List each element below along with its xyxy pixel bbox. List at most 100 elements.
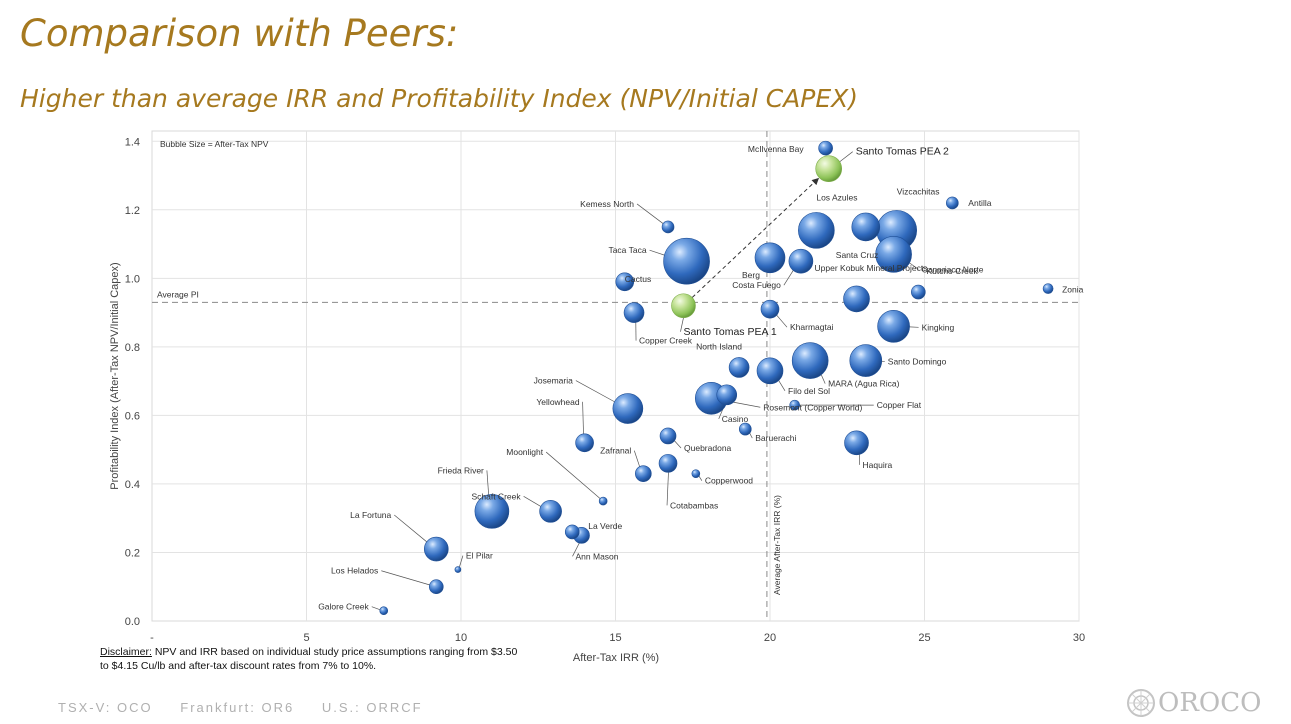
bubble-cactus	[615, 272, 635, 292]
bubble-canariaco-norte	[875, 236, 912, 273]
point-label: Ann Mason	[576, 551, 619, 561]
point-label: Kharmagtai	[790, 322, 834, 332]
point-label: Antilla	[968, 198, 991, 208]
bubble-galore-creek	[379, 606, 389, 616]
bubble-la-verde	[564, 524, 580, 540]
point-label: Vizcachitas	[897, 186, 940, 196]
improvement-arrow	[691, 177, 820, 298]
bubble-santo-tomas-pea-1	[671, 293, 696, 319]
point-label: Copperwood	[705, 476, 753, 486]
bubble-baruerachi	[738, 422, 752, 436]
bubbles	[379, 140, 1054, 616]
bubble-filo-del-sol	[756, 357, 784, 385]
ticker-us: U.S.: ORRCF	[321, 700, 423, 715]
point-label: Berg	[742, 270, 760, 280]
ticker-tsx: TSX-V: OCO	[58, 700, 153, 715]
point-label: Galore Creek	[318, 602, 369, 612]
point-label: Yellowhead	[536, 397, 579, 407]
point-label: Santo Tomas PEA 2	[856, 146, 949, 158]
point-label: Copper Creek	[639, 336, 693, 346]
bubble-kutcho-creek	[911, 284, 926, 300]
point-label: North Island	[696, 341, 742, 351]
leader-line	[381, 570, 430, 586]
point-label: MARA (Agua Rica)	[828, 379, 899, 389]
leader-line	[459, 555, 464, 568]
page-subtitle: Higher than average IRR and Profitabilit…	[20, 84, 859, 113]
leader-line	[394, 514, 427, 543]
bubble-berg	[754, 242, 786, 274]
leader-line	[839, 151, 853, 163]
y-tick-label: 0.0	[125, 616, 140, 628]
point-label: Santo Domingo	[888, 357, 947, 367]
leader-line	[698, 475, 703, 481]
leader-line	[666, 472, 669, 506]
bubble-antilla	[946, 196, 959, 210]
y-tick-label: 0.4	[125, 479, 140, 491]
bubble-taca-taca	[663, 237, 710, 285]
leader-line	[371, 606, 381, 611]
leader-line	[572, 542, 580, 557]
point-label: Casino	[722, 414, 749, 424]
point-label: Moonlight	[506, 447, 543, 457]
footer-tickers: TSX-V: OCO Frankfurt: OR6 U.S.: ORRCF	[58, 700, 445, 715]
x-tick-label: 10	[455, 632, 467, 644]
leader-line	[680, 317, 684, 332]
y-tick-label: 1.0	[125, 273, 140, 285]
leader-line	[582, 401, 584, 434]
point-label: Upper Kobuk Mineral Projects	[815, 263, 928, 273]
bubble-upper-kobuk-mineral-projects	[843, 285, 870, 313]
gridlines	[152, 131, 1080, 621]
x-tick-label: -	[150, 632, 154, 644]
bubble-moonlight	[598, 496, 608, 506]
point-label: Josemaria	[534, 376, 573, 386]
bubble-el-pilar	[454, 566, 462, 573]
y-axis-label: Profitability Index (After-Tax NPV/Initi…	[109, 262, 121, 489]
bubble-costa-fuego	[788, 248, 814, 274]
page-title: Comparison with Peers:	[20, 12, 459, 55]
x-tick-label: 5	[303, 632, 309, 644]
leader-line	[820, 374, 826, 384]
point-label: Canariaco Norte	[922, 264, 984, 274]
leader-line	[636, 203, 664, 224]
point-label: Los Azules	[816, 192, 857, 202]
y-tick-label: 0.2	[125, 547, 140, 559]
logo-text: OROCO	[1158, 688, 1262, 718]
point-label: Kemess North	[580, 199, 634, 209]
bubble-zonia	[1042, 283, 1054, 294]
leader-line	[545, 451, 601, 499]
average-irr-label: Average After-Tax IRR (%)	[772, 495, 782, 595]
bubble-josemaria	[612, 393, 644, 424]
bubble-copperwood	[691, 469, 701, 478]
y-tick-label: 1.2	[125, 205, 140, 217]
bubble-copper-flat	[789, 399, 801, 411]
y-tick-label: 0.6	[125, 410, 140, 422]
point-label: McIlvenna Bay	[748, 144, 804, 154]
leader-line	[776, 314, 788, 328]
logo-mark-icon	[1127, 689, 1155, 717]
bubble-frieda-river	[474, 494, 510, 529]
axes: - 5 10 15 20 25 30 0.0 0.2 0.4 0.6 0.8 1.0 1.2 1.4	[125, 136, 1085, 644]
leader-line	[575, 380, 615, 403]
bubble-casino	[716, 384, 738, 406]
average-pi-label: Average PI	[157, 289, 199, 299]
bubble-size-note: Bubble Size = After-Tax NPV	[160, 139, 269, 149]
bubble-kingking	[877, 310, 910, 343]
bubble-kemess-north	[661, 220, 675, 234]
bubble-quebradona	[659, 427, 677, 445]
bubble-haquira	[844, 430, 869, 456]
leader-line	[783, 270, 794, 286]
leader-line	[649, 249, 665, 256]
bubble-yellowhead	[575, 433, 594, 453]
point-label: Frieda River	[438, 465, 484, 475]
leader-lines	[371, 151, 919, 611]
y-tick-label: 0.8	[125, 342, 140, 354]
leader-line	[778, 380, 786, 392]
leader-line	[486, 470, 489, 495]
point-label: El Pilar	[466, 551, 493, 561]
point-label: Kutcho Creek	[926, 266, 978, 276]
bubble-la-fortuna	[423, 536, 449, 562]
point-label: Santo Tomas PEA 1	[683, 326, 776, 338]
point-label: Schaft Creek	[471, 491, 521, 501]
point-labels: Santo Tomas PEA 2 Santo Tomas PEA 1 McIlve…	[318, 144, 1083, 612]
